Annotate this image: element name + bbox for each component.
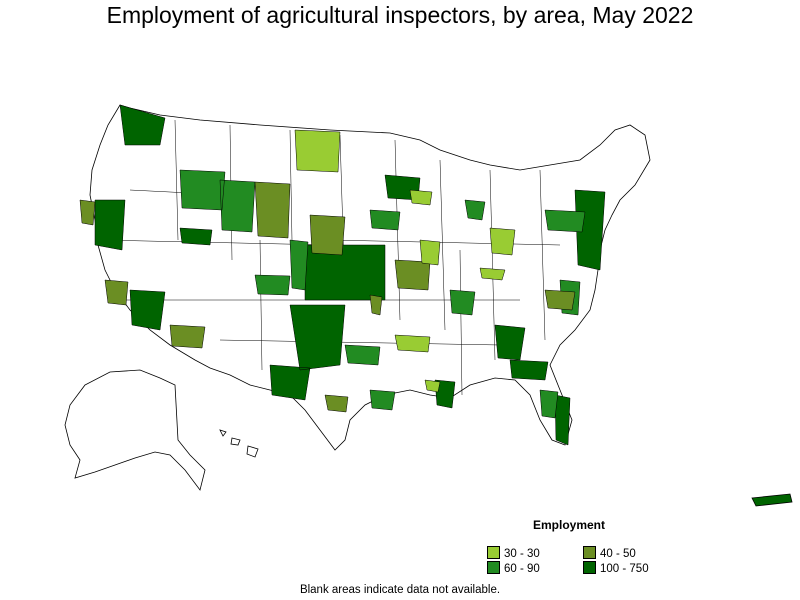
legend-item-40-50: 40 - 50 xyxy=(583,546,636,560)
area-fills xyxy=(79,104,606,446)
map-title: Employment of agricultural inspectors, b… xyxy=(106,2,694,28)
area-fill-60-90 xyxy=(179,169,586,419)
area-fill-100-750 xyxy=(94,104,606,446)
legend-label: 100 - 750 xyxy=(600,563,649,575)
puerto-rico xyxy=(751,493,793,507)
map-regions xyxy=(64,104,793,507)
legend-item-30-30: 30 - 30 xyxy=(487,546,540,560)
legend-item-100-750: 100 - 750 xyxy=(583,561,649,575)
alaska-outline xyxy=(64,369,206,491)
area-fill-40-50 xyxy=(79,181,576,413)
legend-label: 40 - 50 xyxy=(600,548,636,560)
legend-title: Employment xyxy=(533,518,606,532)
legend-label: 30 - 30 xyxy=(504,548,540,560)
area-fill-30-30 xyxy=(294,129,516,393)
legend: Employment 30 - 30 40 - 50 60 - 90 100 -… xyxy=(487,518,687,578)
legend-label: 60 - 90 xyxy=(504,563,540,575)
legend-swatch xyxy=(487,561,500,574)
legend-swatch xyxy=(487,546,500,559)
legend-swatch xyxy=(583,561,596,574)
footnote: Blank areas indicate data not available. xyxy=(299,584,501,596)
legend-swatch xyxy=(583,546,596,559)
legend-item-60-90: 60 - 90 xyxy=(487,561,540,575)
hawaii-islands xyxy=(219,429,259,458)
